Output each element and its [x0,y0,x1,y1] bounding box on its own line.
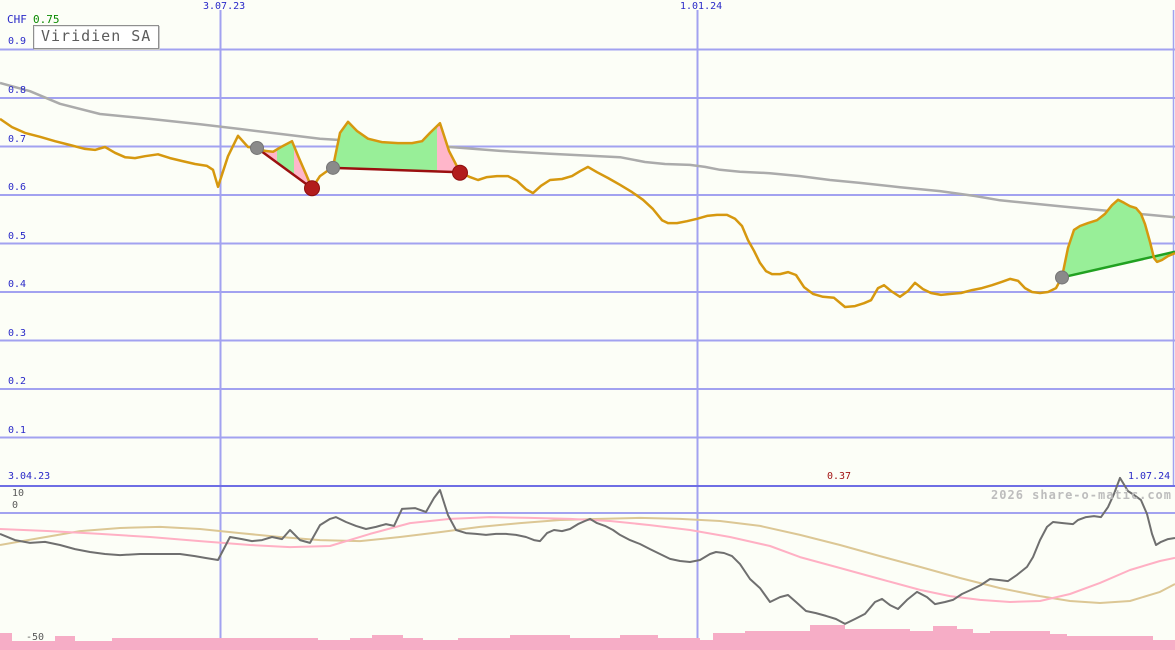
volume-bar [713,633,745,650]
volume-bar [990,631,1050,650]
volume-bar [620,635,658,650]
volume-bar [112,638,222,650]
volume-bar [1153,640,1175,650]
trend-end-dot [452,164,468,181]
volume-bar [658,638,700,650]
trend-start-dot [1055,270,1069,285]
volume-bar [1067,636,1153,650]
volume-bar [423,640,458,650]
volume-bar [458,638,510,650]
y-axis-tick-label: 0.4 [8,279,27,290]
trend-segment-darkred [256,146,313,190]
volume-bar [350,638,372,650]
x-axis-top-date-2: 1.01.24 [680,1,723,12]
volume-bar [845,629,910,650]
last-price-value: 0.75 [33,13,60,26]
volume-bar [318,640,350,650]
instrument-name-box: Viridien SA [33,25,160,49]
oscillator-tick-label: 10 [12,488,25,499]
volume-bar [957,629,973,650]
x-axis-bottom-date-end: 1.07.24 [1128,471,1171,482]
volume-bar [510,635,570,650]
volume-bar [933,626,957,650]
trend-fill-green [333,121,437,172]
x-axis-bottom-date-start: 3.04.23 [8,471,51,482]
x-axis-top-date-1: 3.07.23 [203,1,246,12]
trend-segment-darkred [332,166,461,174]
y-axis-tick-label: 0.1 [8,425,27,436]
volume-bar [75,641,112,650]
oscillator-tan-ma-line [0,516,1175,604]
price-level-label: 0.37 [827,471,852,482]
trend-fill-green [277,141,294,175]
volume-bar [810,625,845,650]
volume-bar [372,635,403,650]
volume-bar [0,633,12,650]
y-axis-tick-label: 0.6 [8,182,27,193]
y-axis-tick-label: 0.7 [8,134,27,145]
oscillator-line [0,476,1175,625]
volume-bar [12,641,55,650]
volume-bar [55,636,75,650]
trend-segment-green [1061,250,1175,279]
watermark-text: 2026 share-o-matic.com [991,488,1172,502]
oscillator-tick-label: -50 [26,632,45,643]
price-line [0,117,1175,309]
moving-average-line [0,81,1175,219]
y-axis-tick-label: 0.3 [8,328,27,339]
volume-bar [1050,634,1067,650]
y-axis-tick-label: 0.2 [8,376,27,387]
oscillator-tick-label: 0 [12,500,19,511]
trend-start-dot [250,140,264,155]
volume-bar [745,631,810,650]
trend-end-dot [304,180,320,197]
currency-label: CHF [7,13,27,26]
volume-bar [910,631,933,650]
y-axis-tick-label: 0.5 [8,231,27,242]
y-axis-tick-label: 0.9 [8,36,27,47]
volume-bar [973,633,990,650]
oscillator-pink-ma-line [0,516,1175,603]
volume-bar [403,638,423,650]
volume-bar [222,638,318,650]
y-axis-tick-label: 0.8 [8,85,27,96]
trend-start-dot [326,160,340,175]
volume-bar [700,640,713,650]
volume-bar [570,638,620,650]
